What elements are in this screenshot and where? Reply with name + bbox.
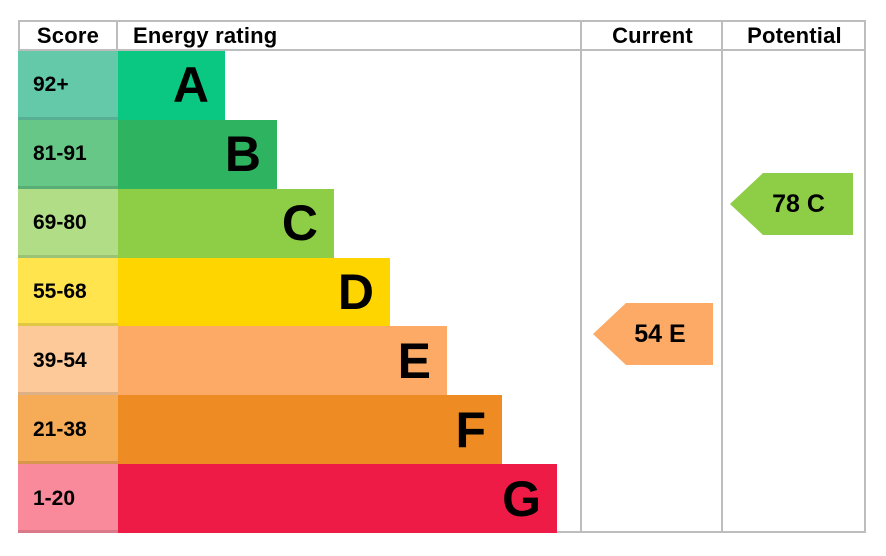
rating-bar: F xyxy=(118,395,502,465)
band-row-b: 81-91 B xyxy=(18,119,866,189)
score-range-cell: 81-91 xyxy=(18,119,118,189)
band-row-f: 21-38 F xyxy=(18,395,866,465)
current-rating-value: 54 E xyxy=(634,319,686,348)
rating-column-divider xyxy=(580,20,582,533)
band-row-d: 55-68 D xyxy=(18,257,866,327)
band-row-c: 69-80 C xyxy=(18,188,866,258)
score-range-cell: 92+ xyxy=(18,51,118,120)
potential-rating-arrow: 78 C xyxy=(730,173,853,235)
band-row-g: 1-20 G xyxy=(18,464,866,534)
rating-bar: C xyxy=(118,188,334,258)
table-right-border xyxy=(864,20,866,533)
current-column-header: Current xyxy=(612,22,693,48)
band-row-a: 92+ A xyxy=(18,51,866,120)
score-range-cell: 39-54 xyxy=(18,326,118,396)
rating-bar: E xyxy=(118,326,447,396)
current-arrow-body xyxy=(626,303,713,365)
rating-bar: A xyxy=(118,51,225,120)
current-rating-arrow: 54 E xyxy=(593,303,713,365)
score-range-cell: 1-20 xyxy=(18,464,118,534)
current-column-divider xyxy=(721,20,723,533)
potential-arrow-body xyxy=(763,173,853,235)
score-range-cell: 55-68 xyxy=(18,257,118,327)
rating-bands: 92+ A 81-91 B 69-80 C 55-68 D 39-54 E 21-38 F 1-20 G xyxy=(18,51,866,534)
potential-rating-value: 78 C xyxy=(772,189,825,218)
table-top-border xyxy=(18,20,866,22)
rating-bar: B xyxy=(118,119,277,189)
score-column-header: Score xyxy=(36,22,100,48)
score-column-divider xyxy=(116,20,118,51)
header-bottom-border xyxy=(18,49,866,51)
rating-bar: G xyxy=(118,464,557,534)
energy-rating-column-header: Energy rating xyxy=(133,22,278,48)
potential-column-header: Potential xyxy=(747,22,842,48)
current-arrow-tip-icon xyxy=(593,303,626,365)
score-range-cell: 21-38 xyxy=(18,395,118,465)
rating-bar: D xyxy=(118,257,390,327)
score-range-cell: 69-80 xyxy=(18,188,118,258)
band-row-e: 39-54 E xyxy=(18,326,866,396)
potential-arrow-tip-icon xyxy=(730,173,763,235)
header-left-border xyxy=(18,20,20,51)
